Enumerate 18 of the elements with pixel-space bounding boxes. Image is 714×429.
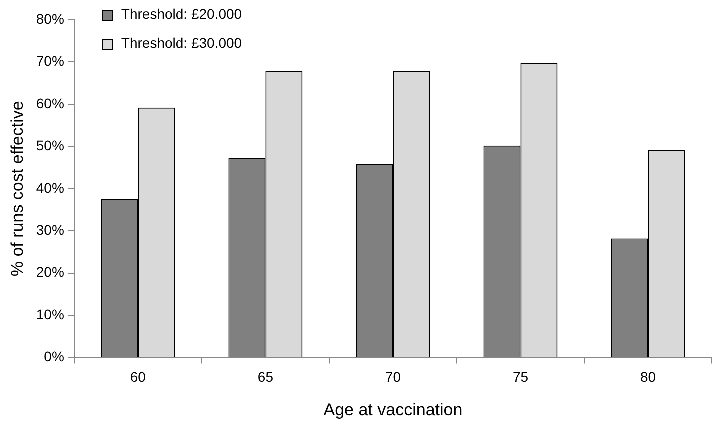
y-tick-label: 80% (36, 10, 64, 27)
y-tick-label: 60% (36, 95, 64, 112)
x-tick-label: 75 (512, 369, 529, 386)
y-tick-label: 50% (36, 138, 64, 154)
legend-label: Threshold: £30.000 (121, 34, 242, 51)
x-tick-label: 60 (130, 369, 146, 386)
y-tick-label: 20% (36, 264, 64, 280)
x-tick-label: 65 (258, 369, 274, 386)
legend-label: Threshold: £20.000 (121, 6, 242, 22)
y-tick-label: 70% (36, 53, 64, 70)
x-axis-title: Age at vaccination (324, 400, 463, 420)
x-tick-label: 70 (385, 369, 402, 386)
y-tick-label: 30% (36, 222, 64, 238)
y-tick-label: 40% (36, 180, 64, 196)
y-tick-label: 10% (36, 306, 64, 322)
y-axis-title: % of runs cost effective (8, 101, 27, 277)
y-tick-label: 0% (44, 348, 64, 365)
x-tick-label: 80 (640, 369, 656, 386)
